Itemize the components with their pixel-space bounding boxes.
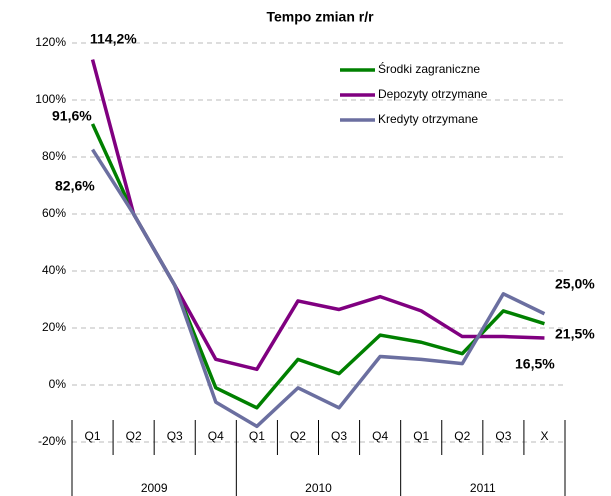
y-tick-label: 0% [49, 377, 67, 391]
y-tick-label: 80% [42, 149, 66, 163]
legend-label: Środki zagraniczne [378, 61, 480, 76]
group-label: 2009 [141, 481, 168, 495]
legend-label: Kredyty otrzymane [378, 112, 478, 126]
x-tick-label: Q3 [167, 429, 183, 443]
chart-title: Tempo zmian r/r [266, 9, 374, 25]
x-tick-label: Q1 [413, 429, 429, 443]
x-tick-label: X [540, 429, 548, 443]
x-tick-label: Q3 [331, 429, 347, 443]
y-tick-label: 120% [35, 35, 66, 49]
data-label: 25,0% [555, 276, 595, 292]
y-tick-label: -20% [38, 434, 66, 448]
data-label: 82,6% [55, 178, 95, 194]
x-tick-label: Q3 [495, 429, 511, 443]
y-tick-label: 40% [42, 263, 66, 277]
y-tick-label: 20% [42, 320, 66, 334]
y-tick-label: 60% [42, 206, 66, 220]
data-label: 21,5% [555, 326, 595, 342]
group-label: 2010 [305, 481, 332, 495]
series-line [90, 123, 545, 410]
data-label: 114,2% [90, 31, 137, 47]
x-tick-label: Q4 [372, 429, 388, 443]
group-label: 2011 [470, 481, 496, 495]
x-tick-label: Q1 [249, 429, 265, 443]
data-label: 16,5% [515, 356, 555, 372]
data-label: 91,6% [52, 108, 92, 124]
y-tick-label: 100% [35, 92, 66, 106]
x-tick-label: Q2 [126, 429, 142, 443]
x-tick-label: Q4 [208, 429, 224, 443]
x-tick-label: Q1 [85, 429, 101, 443]
legend-label: Depozyty otrzymane [378, 87, 488, 101]
series-line [91, 148, 546, 429]
x-tick-label: Q2 [454, 429, 470, 443]
x-tick-label: Q2 [290, 429, 306, 443]
